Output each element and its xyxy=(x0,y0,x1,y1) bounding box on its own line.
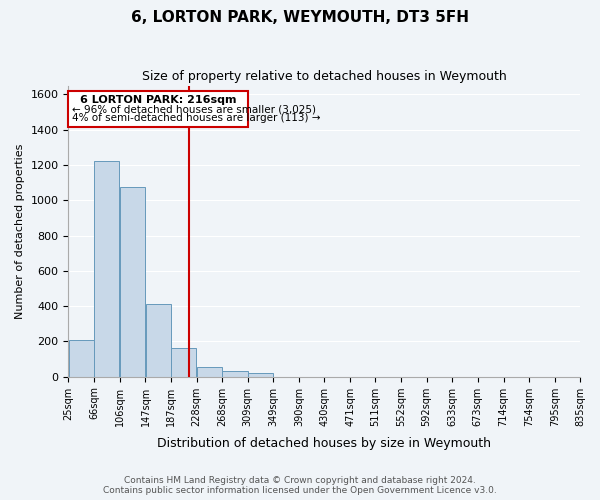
Title: Size of property relative to detached houses in Weymouth: Size of property relative to detached ho… xyxy=(142,70,506,83)
Text: 6, LORTON PARK, WEYMOUTH, DT3 5FH: 6, LORTON PARK, WEYMOUTH, DT3 5FH xyxy=(131,10,469,25)
Bar xyxy=(68,340,94,376)
FancyBboxPatch shape xyxy=(68,91,248,127)
Text: ← 96% of detached houses are smaller (3,025): ← 96% of detached houses are smaller (3,… xyxy=(71,104,316,114)
Bar xyxy=(120,187,145,376)
Bar xyxy=(94,160,119,376)
Text: 4% of semi-detached houses are larger (113) →: 4% of semi-detached houses are larger (1… xyxy=(71,113,320,123)
X-axis label: Distribution of detached houses by size in Weymouth: Distribution of detached houses by size … xyxy=(157,437,491,450)
Text: Contains HM Land Registry data © Crown copyright and database right 2024.
Contai: Contains HM Land Registry data © Crown c… xyxy=(103,476,497,495)
Bar xyxy=(222,372,248,376)
Bar xyxy=(248,373,273,376)
Bar xyxy=(197,367,222,376)
Bar xyxy=(171,348,196,376)
Y-axis label: Number of detached properties: Number of detached properties xyxy=(15,144,25,319)
Text: 6 LORTON PARK: 216sqm: 6 LORTON PARK: 216sqm xyxy=(80,96,236,106)
Bar xyxy=(146,304,170,376)
